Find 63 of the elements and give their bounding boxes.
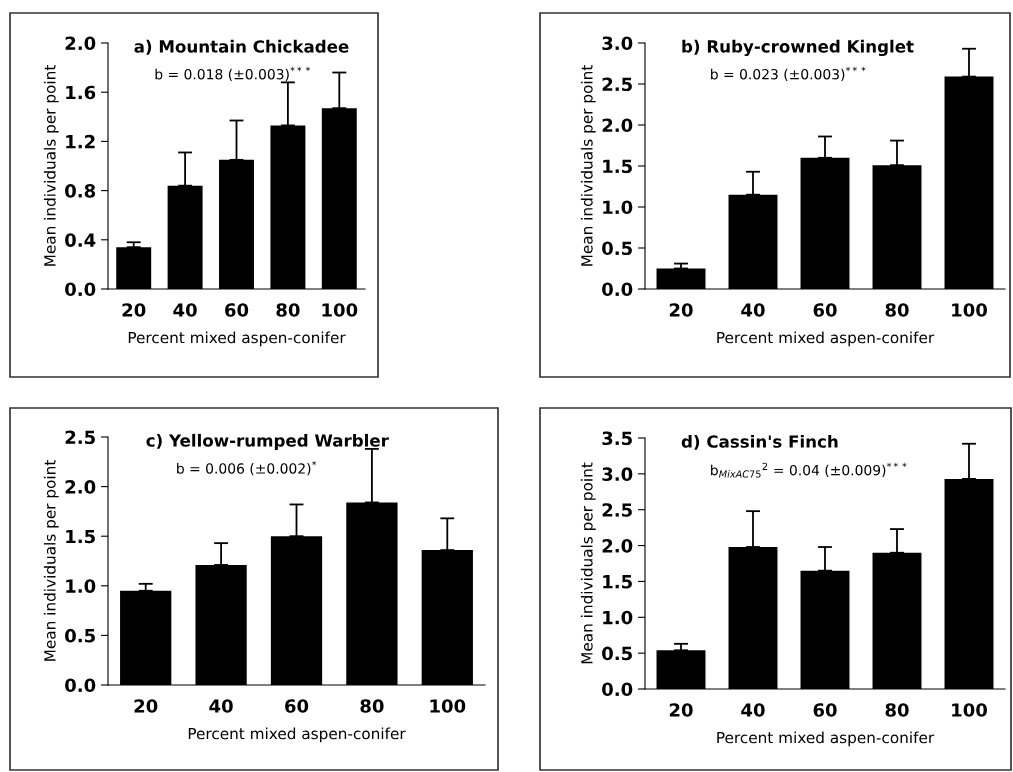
x-tick-label: 80 [276,303,300,317]
y-tick-label: 0.8 [65,184,96,198]
y-tick-label: 1.0 [603,610,633,625]
x-tick-label: 20 [122,303,146,317]
y-tick-label: 1.6 [66,85,96,100]
x-axis-title: Percent mixed aspen-conifer [717,331,935,347]
y-tick-label: 2.5 [602,77,632,92]
text: b = 0.006 (±0.002)$^{*}$ [177,461,317,476]
x-tick-label: 40 [741,303,765,317]
y-tick-label: 1.5 [603,575,632,589]
x-tick-label: 60 [285,699,309,713]
y-tick-label: 0.0 [602,282,633,297]
x-axis-title: Percent mixed aspen-conifer [717,731,935,747]
y-tick-label: 0.0 [602,682,633,697]
text: b = 0.018 (±0.003)$^{***}$ [155,66,311,82]
x-tick-label: 20 [669,703,693,717]
y-tick-label: 0.5 [602,241,632,256]
y-tick-label: 1.5 [66,529,95,544]
chart-title: b) Ruby-crowned Kinglet [682,39,914,57]
y-axis-title: Mean individuals per point [580,462,596,664]
x-tick-label: 100 [322,303,358,317]
y-tick-label: 0.0 [65,282,96,297]
y-tick-label: 0.4 [65,233,96,247]
x-axis-title: Percent mixed aspen-conifer [128,331,346,347]
y-tick-label: 0.5 [602,646,632,661]
x-tick-label: 60 [225,303,249,317]
x-tick-label: 100 [952,703,987,717]
x-tick-label: 60 [813,303,837,317]
y-tick-label: 3.0 [602,36,633,51]
x-tick-label: 20 [134,699,158,713]
x-tick-label: 40 [741,703,765,717]
x-tick-label: 40 [173,303,197,317]
text: b$_{MixAC75}$$^{2}$ = 0.04 (±0.009)$^{***}$ [711,462,907,478]
y-tick-label: 3.5 [602,431,632,446]
x-tick-label: 100 [952,303,987,317]
y-tick-label: 1.0 [603,200,633,215]
y-tick-label: 2.0 [65,36,96,51]
text: b = 0.023 (±0.003)$^{***}$ [711,66,866,82]
y-axis-title: Mean individuals per point [43,460,59,661]
x-tick-label: 80 [885,703,909,717]
y-tick-label: 2.0 [602,118,633,133]
chart-title: a) Mountain Chickadee [134,39,349,55]
x-tick-label: 80 [360,699,384,713]
y-tick-label: 1.0 [66,579,96,593]
y-axis-title: Mean individuals per point [580,65,596,266]
y-tick-label: 2.5 [602,503,632,517]
x-tick-label: 40 [209,699,233,713]
y-tick-label: 0.5 [65,628,95,643]
y-tick-label: 3.0 [602,467,633,481]
y-tick-label: 2.0 [602,539,633,553]
x-tick-label: 100 [430,699,466,713]
y-tick-label: 2.0 [65,480,96,494]
y-tick-label: 0.0 [65,678,96,693]
y-axis-title: Mean individuals per point [43,65,59,266]
x-tick-label: 60 [813,703,837,717]
y-tick-label: 2.5 [65,430,95,445]
x-tick-label: 20 [669,303,693,317]
x-tick-label: 80 [885,303,909,317]
chart-title: d) Cassin's Finch [681,434,838,450]
y-tick-label: 1.2 [66,134,95,149]
y-tick-label: 1.5 [603,159,632,174]
x-axis-title: Percent mixed aspen-conifer [188,727,406,743]
chart-title: c) Yellow-rumped Warbler [146,433,389,451]
